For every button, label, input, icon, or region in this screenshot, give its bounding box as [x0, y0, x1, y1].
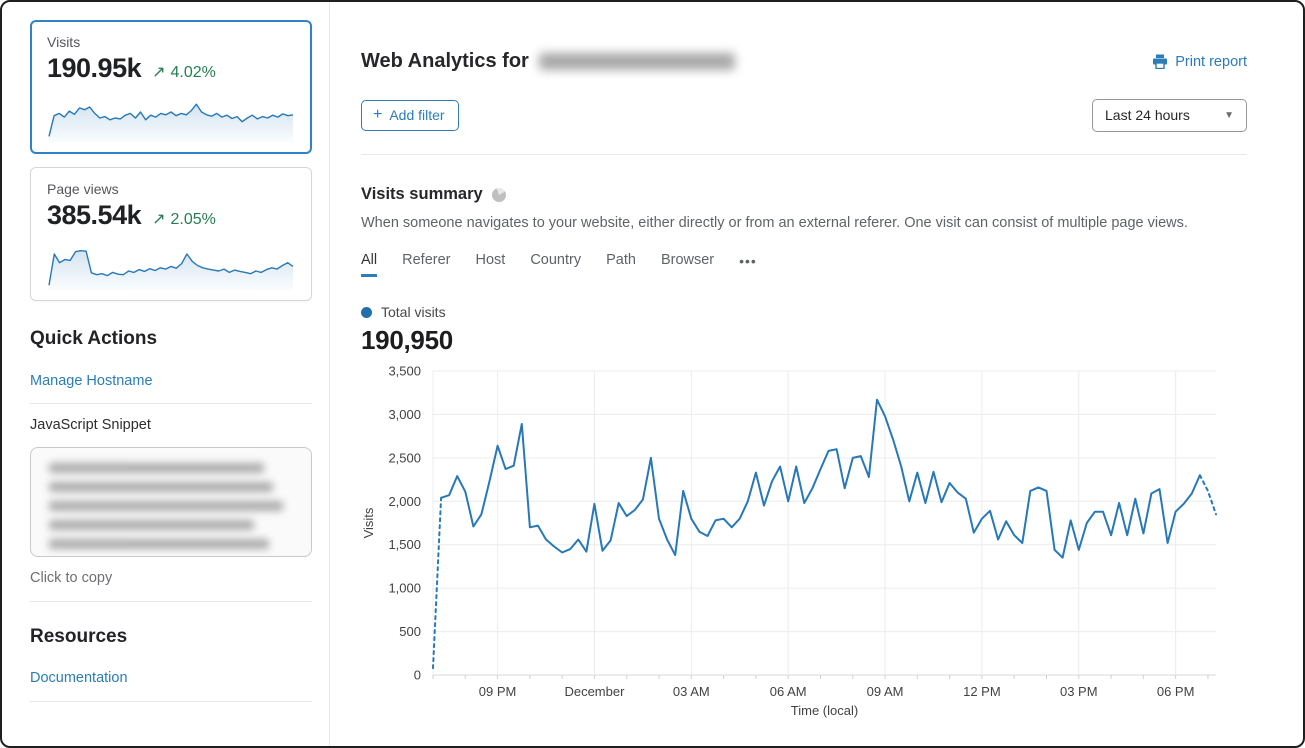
visits-delta-percent: 4.02% [170, 64, 216, 81]
pageviews-card-delta: ↗ 2.05% [152, 209, 216, 229]
pageviews-metric-card[interactable]: Page views 385.54k ↗ 2.05% [30, 167, 312, 301]
legend-dot-icon [361, 306, 372, 318]
tab-country[interactable]: Country [530, 252, 582, 268]
svg-text:Visits: Visits [361, 507, 376, 538]
trend-up-icon: ↗ [152, 211, 166, 228]
chevron-down-icon: ▼ [1224, 109, 1234, 121]
pageviews-sparkline [48, 249, 294, 290]
print-report-label: Print report [1175, 53, 1247, 70]
blurred-site-domain [538, 53, 735, 70]
tab-referer[interactable]: Referer [402, 252, 451, 268]
visits-summary-title: Visits summary [361, 185, 483, 203]
js-snippet-code-box[interactable] [30, 447, 312, 557]
time-range-select[interactable]: Last 24 hours ▼ [1092, 99, 1247, 132]
svg-text:3,000: 3,000 [388, 407, 421, 422]
tab-host[interactable]: Host [475, 252, 506, 268]
blurred-code-line [49, 501, 284, 511]
divider [30, 701, 312, 702]
printer-icon [1153, 54, 1168, 69]
blurred-code-line [49, 520, 254, 530]
svg-text:03 PM: 03 PM [1060, 684, 1098, 699]
visits-card-value: 190.95k [47, 53, 142, 83]
plus-icon: + [373, 106, 383, 123]
svg-text:1,000: 1,000 [388, 581, 421, 596]
visits-card-delta: ↗ 4.02% [152, 62, 216, 82]
svg-text:06 PM: 06 PM [1157, 684, 1195, 699]
quick-actions-heading: Quick Actions [30, 328, 158, 349]
resources-heading: Resources [30, 626, 128, 647]
divider [30, 601, 312, 602]
tab-path[interactable]: Path [606, 252, 636, 268]
svg-text:09 AM: 09 AM [867, 684, 904, 699]
page-title: Web Analytics for [361, 50, 735, 73]
blurred-code-line [49, 539, 269, 549]
blurred-code-line [49, 463, 264, 473]
visits-summary-description: When someone navigates to your website, … [361, 215, 1188, 231]
divider [30, 403, 312, 404]
svg-text:09 PM: 09 PM [479, 684, 517, 699]
dimension-tabs: All Referer Host Country Path Browser ••… [361, 252, 1247, 277]
tab-all[interactable]: All [361, 252, 378, 277]
svg-text:2,500: 2,500 [388, 450, 421, 465]
blurred-code-line [49, 482, 274, 492]
click-to-copy-hint: Click to copy [30, 570, 113, 586]
svg-text:1,500: 1,500 [388, 537, 421, 552]
svg-text:Time (local): Time (local) [791, 703, 858, 718]
svg-text:0: 0 [414, 668, 421, 683]
svg-text:03 AM: 03 AM [673, 684, 710, 699]
print-report-link[interactable]: Print report [1152, 54, 1247, 70]
main-panel: Web Analytics for Print report + Add fil… [329, 2, 1287, 746]
documentation-link[interactable]: Documentation [30, 670, 128, 686]
trend-up-icon: ↗ [152, 64, 166, 81]
add-filter-button[interactable]: + Add filter [361, 100, 459, 131]
header-divider [361, 154, 1247, 155]
svg-text:12 PM: 12 PM [963, 684, 1001, 699]
sidebar: Visits 190.95k ↗ 4.02% Page views 385.54… [30, 20, 312, 702]
total-visits-value: 190,950 [361, 325, 453, 355]
svg-text:December: December [564, 684, 625, 699]
tabs-overflow-button[interactable]: ••• [739, 253, 757, 269]
pageviews-card-label: Page views [47, 181, 119, 197]
visits-sparkline [48, 103, 294, 143]
visits-line-chart[interactable]: 0 500 1,000 1,500 2,000 2,500 3,000 3,500 09 PM D… [343, 358, 1255, 722]
svg-text:500: 500 [399, 624, 421, 639]
chart-legend: Total visits [361, 304, 1247, 320]
add-filter-label: Add filter [389, 107, 445, 123]
page-title-text: Web Analytics for [361, 50, 529, 72]
visits-card-label: Visits [47, 34, 81, 50]
manage-hostname-link[interactable]: Manage Hostname [30, 373, 153, 389]
svg-text:3,500: 3,500 [388, 364, 421, 379]
pageviews-delta-percent: 2.05% [170, 211, 216, 228]
pageviews-card-value: 385.54k [47, 200, 142, 230]
help-icon[interactable] [491, 187, 506, 202]
time-range-value: Last 24 hours [1105, 107, 1190, 123]
svg-text:2,000: 2,000 [388, 494, 421, 509]
visits-metric-card[interactable]: Visits 190.95k ↗ 4.02% [30, 20, 312, 154]
svg-text:06 AM: 06 AM [770, 684, 807, 699]
tab-browser[interactable]: Browser [660, 252, 715, 268]
legend-label: Total visits [381, 304, 446, 320]
js-snippet-label: JavaScript Snippet [30, 417, 151, 433]
